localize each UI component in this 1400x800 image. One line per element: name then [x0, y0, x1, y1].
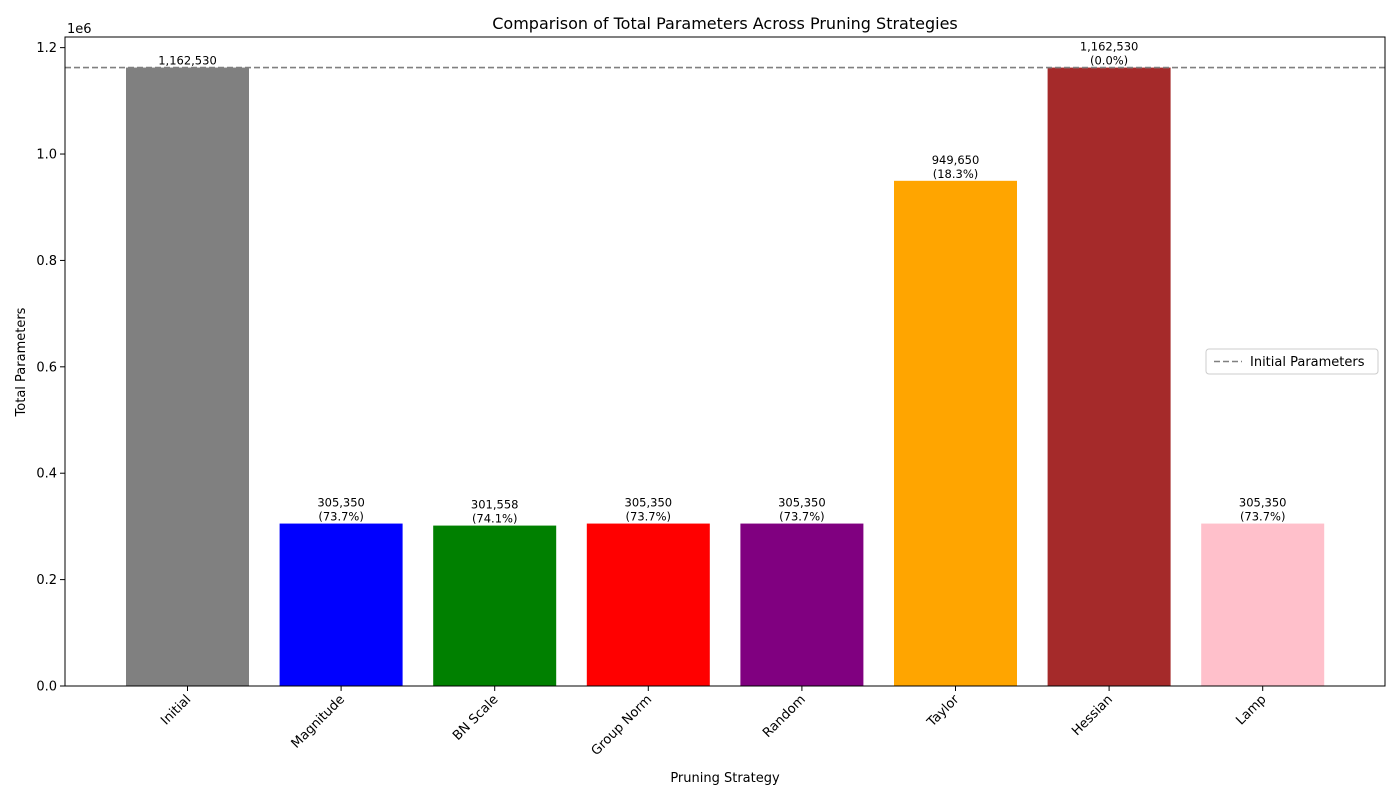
x-tick-label: Magnitude — [289, 692, 348, 751]
x-tick-label: Lamp — [1233, 692, 1269, 728]
legend-box — [1205, 348, 1379, 375]
y-tick-label: 1.2 — [36, 41, 57, 56]
plot-frame — [64, 36, 1386, 687]
y-tick-label: 0.0 — [36, 680, 57, 695]
y-tick-label: 0.6 — [36, 360, 57, 375]
value-label: 305,350 — [625, 496, 673, 510]
x-tick-label: Hessian — [1069, 692, 1116, 739]
value-label: 305,350 — [1239, 496, 1287, 510]
reduction-label: (73.7%) — [1240, 510, 1286, 524]
bar-taylor — [894, 180, 1017, 687]
y-tick-label: 0.2 — [36, 573, 57, 588]
value-label: 1,162,530 — [158, 54, 217, 68]
value-label: 305,350 — [317, 496, 365, 510]
reduction-label: (74.1%) — [472, 512, 518, 526]
bar-hessian — [1047, 67, 1171, 687]
value-label: 949,650 — [932, 153, 980, 167]
bar-random — [740, 523, 864, 686]
x-tick-label: Taylor — [924, 692, 963, 731]
value-label: 1,162,530 — [1080, 40, 1139, 54]
legend-entry: Initial Parameters — [1250, 355, 1365, 370]
y-tick-label: 0.4 — [36, 467, 57, 482]
reduction-label: (73.7%) — [779, 510, 825, 524]
chart-title: Comparison of Total Parameters Across Pr… — [492, 14, 958, 33]
reduction-label: (18.3%) — [933, 167, 979, 181]
bar-bn-scale — [433, 525, 557, 686]
bar-group-norm — [586, 523, 710, 686]
x-tick-label: BN Scale — [450, 692, 501, 743]
bars-layer — [126, 67, 1325, 687]
reduction-label: (0.0%) — [1090, 54, 1128, 68]
y-tick-label: 1.0 — [36, 148, 57, 163]
y-axis-label: Total Parameters — [14, 307, 29, 417]
value-label: 301,558 — [471, 498, 519, 512]
x-tick-label: Group Norm — [589, 692, 656, 759]
y-tick-label: 0.8 — [36, 254, 57, 269]
bar-initial — [126, 67, 249, 687]
data-labels-layer: 1,162,530305,350(73.7%)301,558(74.1%)305… — [158, 40, 1286, 526]
reduction-label: (73.7%) — [318, 510, 364, 524]
value-label: 305,350 — [778, 496, 826, 510]
x-axis-label: Pruning Strategy — [670, 771, 780, 786]
legend: Initial Parameters — [1205, 348, 1379, 375]
reduction-label: (73.7%) — [626, 510, 672, 524]
bar-magnitude — [279, 523, 403, 686]
bar-lamp — [1201, 523, 1325, 686]
x-tick-label: Random — [760, 692, 809, 741]
x-tick-label: Initial — [158, 692, 194, 728]
y-axis-offset-label: 1e6 — [67, 22, 92, 37]
